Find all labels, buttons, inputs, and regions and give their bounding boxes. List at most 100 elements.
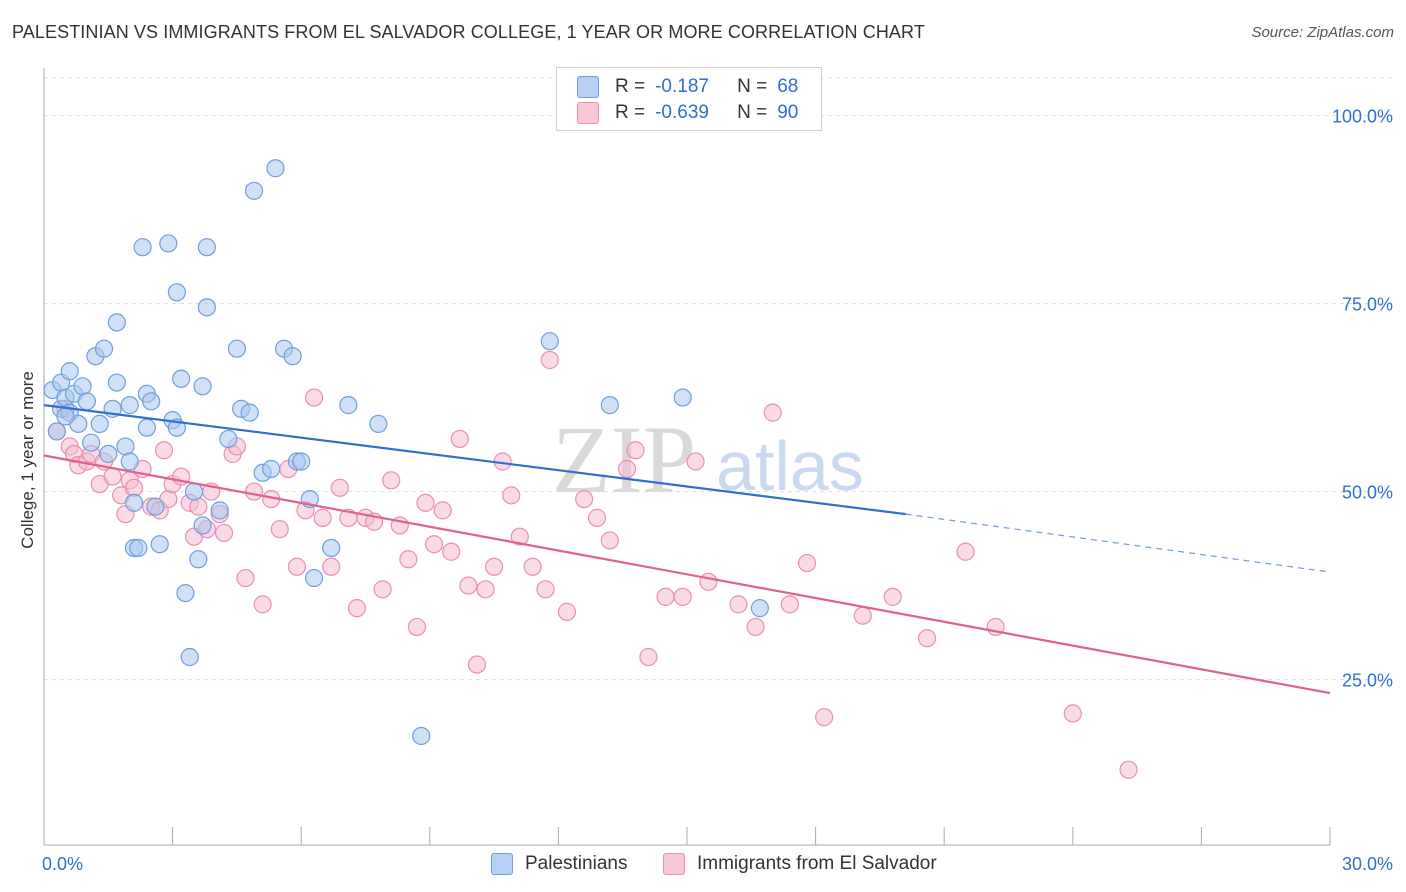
el-salvador-point <box>347 599 367 618</box>
palestinian-point <box>172 369 191 388</box>
series-palestinians-points <box>43 159 769 746</box>
el-salvador-point <box>617 459 637 479</box>
el-salvador-point <box>536 580 555 599</box>
el-salvador-point <box>626 441 645 460</box>
el-salvador-point <box>189 497 208 516</box>
palestinian-point <box>146 497 165 516</box>
palestinian-point <box>244 181 264 200</box>
el-salvador-point <box>287 557 307 576</box>
y-tick-label: 50.0% <box>1342 483 1393 503</box>
palestinian-point <box>150 535 169 554</box>
y-tick-label: 100.0% <box>1332 107 1393 127</box>
el-salvador-point <box>853 606 872 625</box>
el-salvador-point <box>639 647 658 667</box>
el-salvador-point <box>399 550 418 569</box>
watermark-atlas: atlas <box>716 427 864 505</box>
palestinian-point <box>107 313 126 332</box>
x-tick-label: 30.0% <box>1342 854 1393 874</box>
el-salvador-point <box>780 595 799 614</box>
palestinian-point <box>137 418 156 437</box>
el-salvador-point <box>575 489 594 509</box>
palestinian-point <box>60 362 79 381</box>
el-salvador-point <box>459 576 478 595</box>
correlation-legend: R = -0.187 N = 68 R = -0.639 N = 90 <box>556 67 822 131</box>
el-salvador-point <box>600 531 619 550</box>
axes <box>43 68 1331 846</box>
source-label: Source: ZipAtlas.com <box>1251 24 1394 41</box>
palestinian-point <box>369 414 388 434</box>
palestinian-point <box>99 444 118 464</box>
palestinian-point <box>180 647 199 667</box>
el-salvador-point <box>270 520 289 539</box>
palestinian-point <box>56 407 75 426</box>
bottom-legend-el-salvador: Immigrants from El Salvador <box>663 850 937 878</box>
palestinian-point <box>210 501 229 520</box>
el-salvador-point <box>686 452 705 471</box>
palestinian-point <box>159 234 178 253</box>
el-salvador-point <box>797 553 817 573</box>
el-salvador-point <box>587 508 607 527</box>
palestinian-point <box>82 433 101 452</box>
palestinian-point <box>266 159 285 178</box>
legend-row-palestinians: R = -0.187 N = 68 <box>577 74 798 100</box>
el-salvador-point <box>729 595 748 614</box>
palestinians-trend-line <box>43 404 906 516</box>
el-salvador-point <box>673 587 692 606</box>
el-salvador-point <box>154 441 174 460</box>
palestinian-point <box>189 550 208 569</box>
el-salvador-point <box>253 595 272 614</box>
palestinian-point <box>133 238 152 257</box>
el-salvador-point <box>1063 704 1082 723</box>
palestinian-point <box>673 388 692 407</box>
el-salvador-point <box>373 580 392 599</box>
el-salvador-point <box>763 403 782 422</box>
el-salvador-point <box>883 587 902 606</box>
legend-swatch-pink <box>577 102 599 124</box>
palestinian-point <box>540 332 559 351</box>
el-salvador-point <box>510 527 529 546</box>
palestinian-point <box>193 377 212 396</box>
el-salvador-point <box>1119 760 1138 779</box>
el-salvador-point <box>407 617 427 637</box>
palestinian-point <box>176 583 195 603</box>
legend-row-el-salvador: R = -0.639 N = 90 <box>577 100 798 126</box>
legend-n-label: N = <box>737 76 768 97</box>
palestinian-point <box>322 538 341 558</box>
chart-title: PALESTINIAN VS IMMIGRANTS FROM EL SALVAD… <box>12 22 925 42</box>
el-salvador-point <box>416 493 435 512</box>
palestinian-point <box>73 377 92 396</box>
legend-n-label: N = <box>737 102 768 123</box>
el-salvador-point <box>485 557 504 576</box>
palestinian-point <box>600 396 619 415</box>
el-salvador-point <box>699 572 718 591</box>
el-salvador-point <box>442 542 461 561</box>
watermark-zip: ZIP <box>552 406 696 513</box>
el-salvador-point <box>450 429 469 449</box>
palestinian-point <box>129 538 148 558</box>
el-salvador-point <box>523 557 542 576</box>
el-salvador-point <box>214 523 234 543</box>
palestinian-point <box>193 516 212 535</box>
el-salvador-trend-line <box>43 454 1331 695</box>
palestinian-point <box>750 599 769 618</box>
el-salvador-point <box>433 501 452 520</box>
palestinian-point <box>412 726 431 746</box>
legend-n-value: 68 <box>777 76 799 97</box>
palestinians-trend-extension <box>905 513 1331 573</box>
palestinian-point <box>120 396 139 415</box>
palestinian-point <box>116 437 135 456</box>
palestinian-point <box>292 452 311 471</box>
el-salvador-point <box>815 708 834 727</box>
palestinian-point <box>90 414 109 434</box>
gridlines <box>44 77 1395 681</box>
bottom-legend-swatch-pink <box>663 853 685 875</box>
el-salvador-point <box>424 535 444 554</box>
x-tick-label: 0.0% <box>42 854 83 874</box>
palestinian-point <box>47 422 66 441</box>
legend-r-value: -0.639 <box>655 102 709 123</box>
el-salvador-point <box>313 508 332 527</box>
legend-n-value: 90 <box>777 102 799 123</box>
palestinian-point <box>124 493 144 512</box>
palestinian-point <box>94 339 114 358</box>
bottom-legend-swatch-blue <box>491 853 513 875</box>
